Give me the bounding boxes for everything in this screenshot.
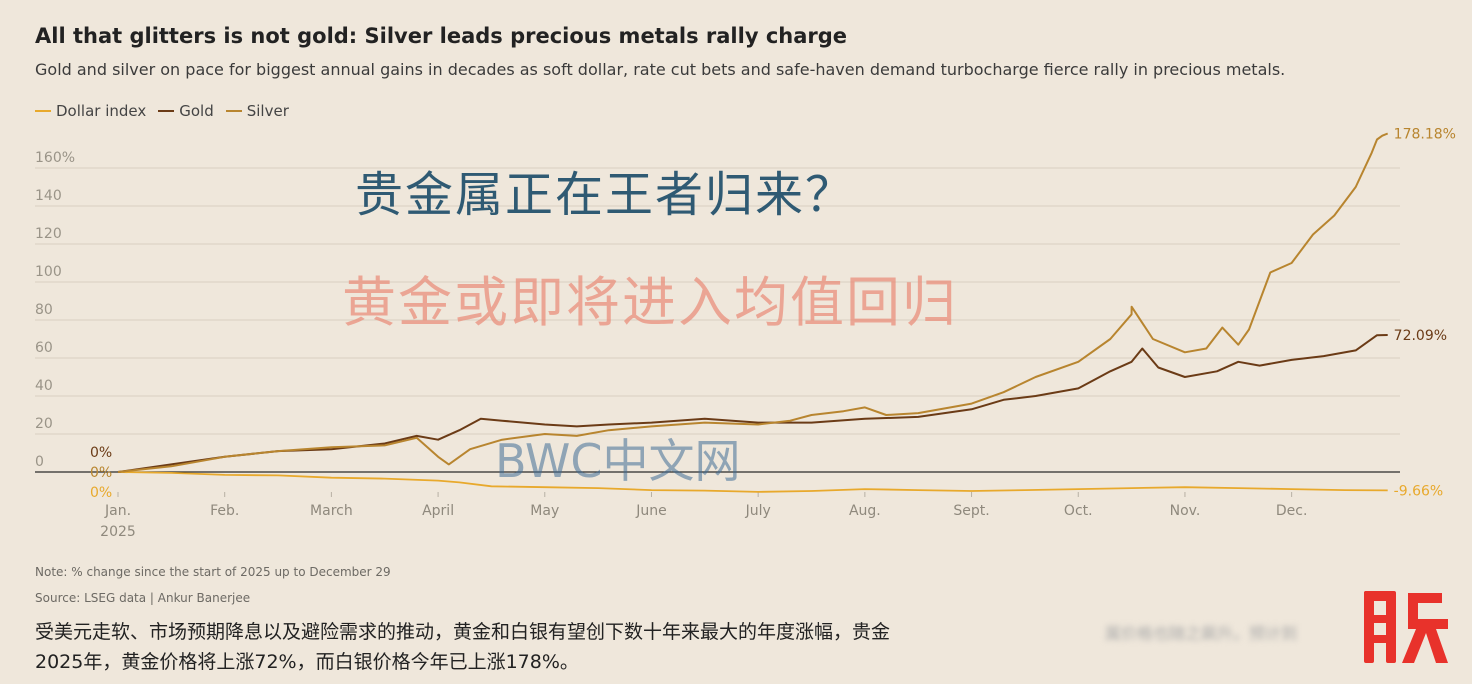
- legend-swatch-dollar: [35, 110, 51, 112]
- end-label-silver: 178.18%: [1394, 126, 1456, 142]
- legend-item-silver: Silver: [225, 102, 289, 120]
- x-tick-label: Oct.: [1064, 503, 1093, 519]
- y-tick-label: 0: [35, 454, 44, 470]
- x-tick-label: Jan.: [104, 503, 131, 519]
- article-caption: 受美元走软、市场预期降息以及避险需求的推动，黄金和白银有望创下数十年来最大的年度…: [35, 617, 1110, 677]
- x-axis: Jan. Feb. March April May June July Aug. Sept. Oc…: [100, 492, 1307, 540]
- y-tick-label: 160%: [35, 150, 75, 166]
- legend-item-gold: Gold: [158, 102, 214, 120]
- end-label-gold: 72.09%: [1394, 328, 1447, 344]
- x-tick-label: April: [422, 503, 454, 519]
- end-label-dollar-index: -9.66%: [1394, 483, 1444, 499]
- stock-logo-icon: [1364, 591, 1448, 663]
- line-chart: 0 20 40 60 80 100 120 140 160% Jan. Feb. March Apri…: [35, 126, 1456, 540]
- start-label-dollar-index: 0%: [90, 485, 112, 501]
- series-line-dollar-index: [117, 471, 1388, 493]
- y-tick-label: 20: [35, 416, 53, 432]
- x-tick-label: Sept.: [953, 503, 989, 519]
- start-label-gold: 0%: [90, 445, 112, 461]
- end-labels: -9.66% 0% 72.09% 0% 178.18% 0%: [90, 126, 1456, 501]
- x-tick-label: Feb.: [210, 503, 239, 519]
- caption-line-2: 2025年，黄金价格将上涨72%，而白银价格今年已上涨178%。: [35, 651, 579, 673]
- chart-legend: Dollar index Gold Silver: [35, 102, 289, 120]
- start-label-silver: 0%: [90, 465, 112, 481]
- y-axis: 0 20 40 60 80 100 120 140 160%: [35, 150, 75, 470]
- series-line-gold: [117, 334, 1388, 473]
- overlay-headline: 贵金属正在王者归来？: [355, 167, 856, 223]
- y-tick-label: 40: [35, 378, 53, 394]
- x-tick-label: Nov.: [1170, 503, 1201, 519]
- chart-title: All that glitters is not gold: Silver le…: [35, 24, 848, 48]
- x-year-label: 2025: [100, 524, 136, 540]
- blurred-caption-tail: 属价格也随之飙升。预计到: [1105, 624, 1298, 643]
- y-tick-label: 100: [35, 264, 62, 280]
- chart-subtitle: Gold and silver on pace for biggest annu…: [35, 60, 1286, 79]
- y-tick-label: 140: [35, 188, 62, 204]
- chart-note: Note: % change since the start of 2025 u…: [35, 565, 391, 579]
- x-tick-label: June: [635, 503, 667, 519]
- legend-swatch-silver: [225, 110, 242, 112]
- x-tick-label: July: [745, 503, 771, 519]
- legend-swatch-gold: [158, 110, 175, 112]
- x-tick-label: Dec.: [1276, 503, 1308, 519]
- y-tick-label: 80: [35, 302, 53, 318]
- x-tick-label: May: [530, 503, 559, 519]
- overlay-subheadline: 黄金或即将进入均值回归: [342, 271, 958, 334]
- x-tick-label: Aug.: [849, 503, 881, 519]
- legend-label-gold: Gold: [179, 102, 214, 120]
- legend-label-dollar: Dollar index: [56, 102, 147, 120]
- legend-item-dollar: Dollar index: [35, 102, 146, 120]
- y-tick-label: 120: [35, 226, 62, 242]
- legend-label-silver: Silver: [246, 102, 289, 120]
- x-tick-label: March: [310, 503, 353, 519]
- caption-line-1: 受美元走软、市场预期降息以及避险需求的推动，黄金和白银有望创下数十年来最大的年度…: [35, 621, 891, 643]
- watermark: BWC中文网: [495, 434, 741, 488]
- series-line-silver: [117, 132, 1389, 473]
- chart-source: Source: LSEG data | Ankur Banerjee: [35, 591, 251, 605]
- series-layer: [117, 132, 1389, 493]
- y-tick-label: 60: [35, 340, 53, 356]
- grid-layer: [35, 167, 1400, 473]
